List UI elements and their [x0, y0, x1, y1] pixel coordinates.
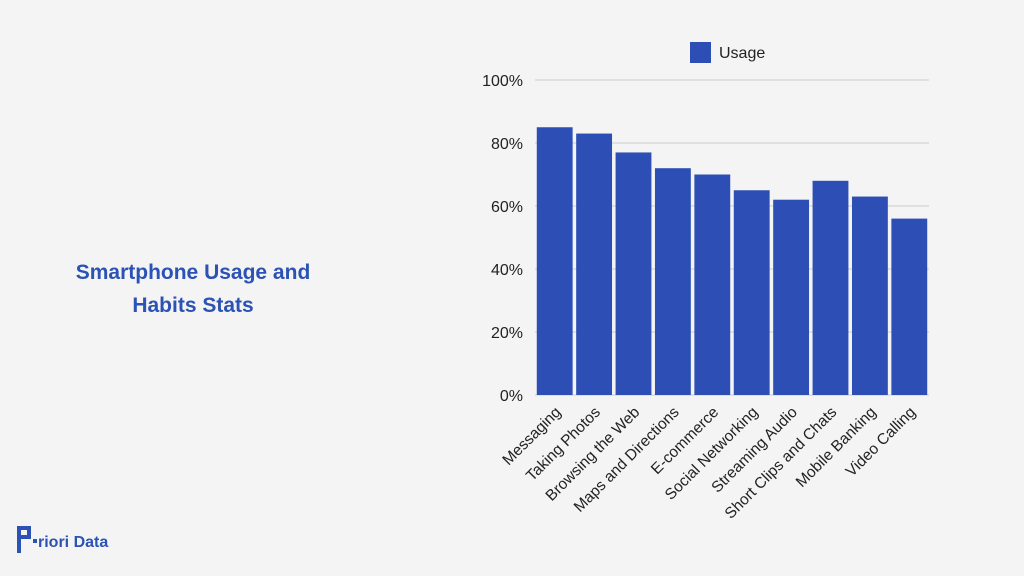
bars: [536, 127, 928, 396]
y-tick-label: 20%: [491, 325, 523, 342]
legend-swatch: [690, 42, 711, 63]
bar: [773, 199, 810, 395]
brand-logo-icon: [17, 526, 37, 553]
y-tick-label: 40%: [491, 262, 523, 279]
legend-label: Usage: [719, 45, 765, 62]
bar: [733, 190, 770, 395]
chart-title: Smartphone Usage and Habits Stats: [40, 256, 346, 322]
bar: [891, 218, 928, 395]
brand-name: riori Data: [38, 534, 109, 551]
bar: [536, 127, 573, 395]
legend: Usage: [690, 42, 765, 63]
y-tick-label: 80%: [491, 136, 523, 153]
bar: [615, 152, 652, 395]
x-tick-label: Video Calling: [843, 404, 919, 480]
bar: [576, 133, 613, 396]
y-axis-ticks: 0% 20% 40% 60% 80% 100%: [482, 73, 523, 405]
brand-logo: riori Data: [17, 526, 108, 553]
bar: [812, 180, 849, 395]
bar: [851, 196, 888, 395]
y-tick-label: 0%: [500, 388, 523, 405]
chart-title-line-1: Smartphone Usage and: [75, 261, 311, 284]
bar: [694, 174, 731, 395]
y-tick-label: 60%: [491, 199, 523, 216]
bar: [654, 168, 691, 395]
y-tick-label: 100%: [482, 73, 523, 90]
chart-title-line-2: Habits Stats: [132, 294, 254, 317]
